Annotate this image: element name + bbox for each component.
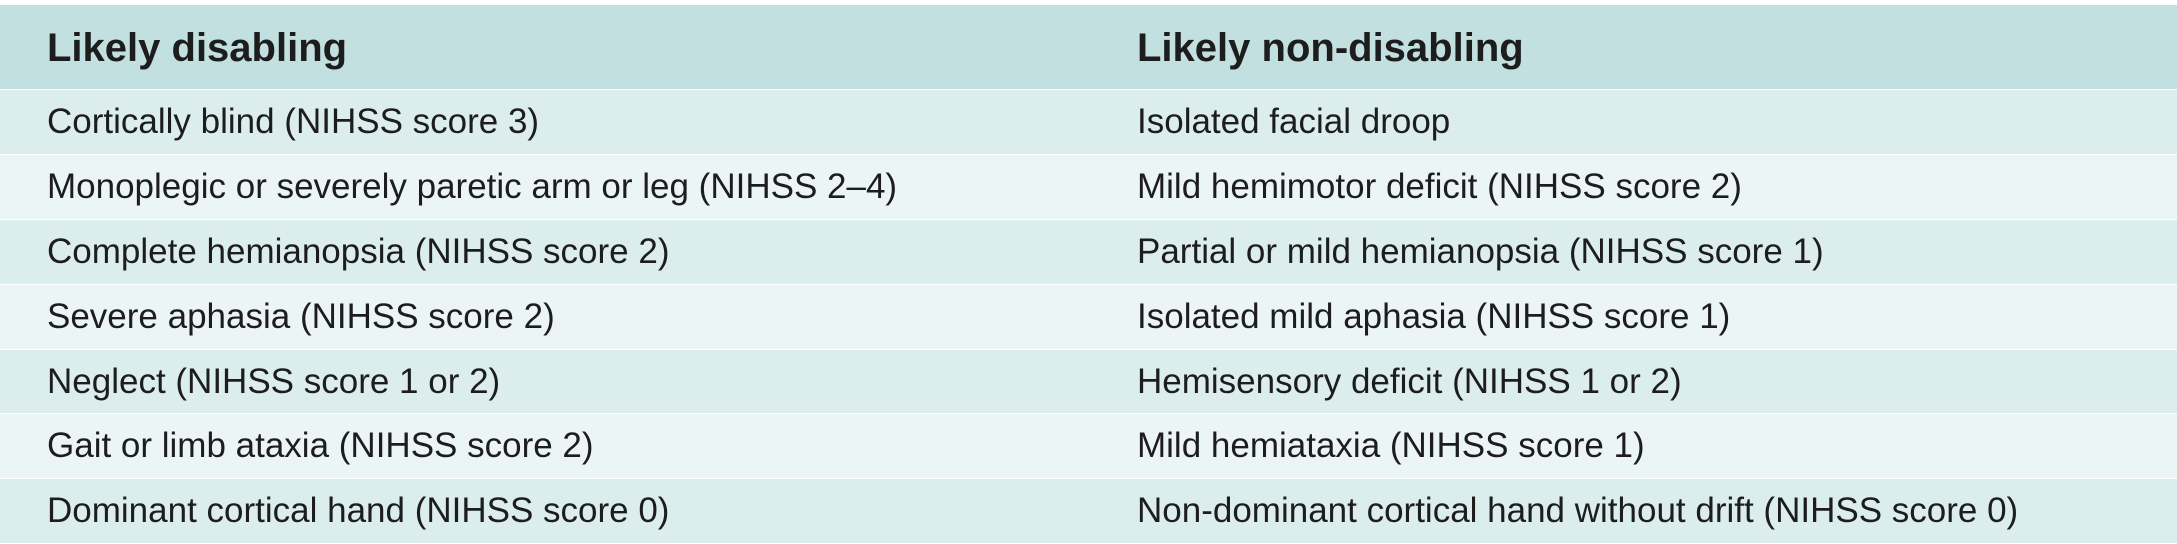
table-row: Cortically blind (NIHSS score 3) Isolate…	[0, 89, 2177, 154]
table-row: Gait or limb ataxia (NIHSS score 2) Mild…	[0, 413, 2177, 479]
disability-table: Likely disabling Likely non-disabling Co…	[0, 5, 2177, 544]
disabling-cell: Complete hemianopsia (NIHSS score 2)	[47, 231, 670, 271]
non-disabling-cell: Mild hemiataxia (NIHSS score 1)	[1137, 426, 1645, 466]
table-row: Severe aphasia (NIHSS score 2) Isolated …	[0, 283, 2177, 349]
disabling-cell: Severe aphasia (NIHSS score 2)	[47, 296, 555, 336]
disabling-cell: Dominant cortical hand (NIHSS score 0)	[47, 491, 670, 531]
non-disabling-cell: Non-dominant cortical hand without drift…	[1137, 491, 2019, 531]
disabling-cell: Cortically blind (NIHSS score 3)	[47, 101, 540, 141]
non-disabling-cell: Hemisensory deficit (NIHSS 1 or 2)	[1137, 361, 1682, 401]
non-disabling-cell: Partial or mild hemianopsia (NIHSS score…	[1137, 231, 1824, 271]
disabling-cell: Gait or limb ataxia (NIHSS score 2)	[47, 426, 594, 466]
header-likely-disabling: Likely disabling	[47, 25, 348, 70]
disabling-cell: Neglect (NIHSS score 1 or 2)	[47, 361, 501, 401]
non-disabling-cell: Isolated facial droop	[1137, 101, 1451, 141]
table-row: Complete hemianopsia (NIHSS score 2) Par…	[0, 218, 2177, 284]
table-row: Dominant cortical hand (NIHSS score 0) N…	[0, 478, 2177, 544]
table-row: Monoplegic or severely paretic arm or le…	[0, 153, 2177, 219]
table-header-row: Likely disabling Likely non-disabling	[0, 5, 2177, 89]
non-disabling-cell: Mild hemimotor deficit (NIHSS score 2)	[1137, 166, 1742, 206]
non-disabling-cell: Isolated mild aphasia (NIHSS score 1)	[1137, 296, 1731, 336]
table-row: Neglect (NIHSS score 1 or 2) Hemisensory…	[0, 348, 2177, 414]
disabling-cell: Monoplegic or severely paretic arm or le…	[47, 166, 898, 206]
header-likely-non-disabling: Likely non-disabling	[1137, 25, 1524, 70]
